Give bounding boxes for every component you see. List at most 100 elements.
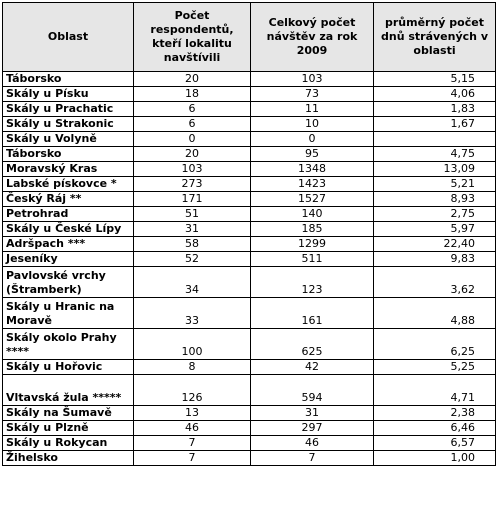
avg-days-cell: 4,06 xyxy=(373,86,496,102)
respondents-cell: 18 xyxy=(133,86,251,102)
visits-cell: 46 xyxy=(250,435,374,451)
table-row: Skály u Hořovic 8 42 5,25 xyxy=(2,359,496,375)
area-cell: Skály u Hranic na Moravě xyxy=(2,297,134,329)
avg-days-cell: 3,62 xyxy=(373,266,496,298)
area-cell: Skály u České Lípy xyxy=(2,221,134,237)
avg-days-cell: 8,93 xyxy=(373,191,496,207)
respondents-cell: 273 xyxy=(133,176,251,192)
avg-days-cell: 6,57 xyxy=(373,435,496,451)
area-cell: Český Ráj ** xyxy=(2,191,134,207)
header-avg-days: průměrný počet dnů strávených v oblasti xyxy=(373,2,496,72)
header-total-visits: Celkový počet návštěv za rok 2009 xyxy=(250,2,374,72)
table-row: Petrohrad 51 140 2,75 xyxy=(2,206,496,222)
table-row: Jeseníky 52 511 9,83 xyxy=(2,251,496,267)
respondents-cell: 6 xyxy=(133,101,251,117)
respondents-cell: 58 xyxy=(133,236,251,252)
avg-days-cell: 22,40 xyxy=(373,236,496,252)
area-cell: Skály na Šumavě xyxy=(2,405,134,421)
respondents-cell: 7 xyxy=(133,435,251,451)
respondents-cell: 7 xyxy=(133,450,251,466)
visits-cell: 7 xyxy=(250,450,374,466)
area-cell: Skály u Volyně xyxy=(2,131,134,147)
visits-cell: 625 xyxy=(250,328,374,360)
table-row: Skály u Prachatic 6 11 1,83 xyxy=(2,101,496,117)
respondents-cell: 8 xyxy=(133,359,251,375)
respondents-cell: 31 xyxy=(133,221,251,237)
area-cell: Skály u Strakonic xyxy=(2,116,134,132)
visits-cell: 161 xyxy=(250,297,374,329)
avg-days-cell: 5,21 xyxy=(373,176,496,192)
visits-cell: 1423 xyxy=(250,176,374,192)
avg-days-cell: 5,97 xyxy=(373,221,496,237)
area-cell: Adršpach *** xyxy=(2,236,134,252)
respondents-cell: 34 xyxy=(133,266,251,298)
respondents-cell: 0 xyxy=(133,131,251,147)
visits-cell: 11 xyxy=(250,101,374,117)
area-cell: Vltavská žula ***** xyxy=(2,374,134,406)
visits-cell: 140 xyxy=(250,206,374,222)
visits-cell: 297 xyxy=(250,420,374,436)
table-row: Skály u Hranic na Moravě 33 161 4,88 xyxy=(2,297,496,329)
avg-days-cell: 5,25 xyxy=(373,359,496,375)
avg-days-cell: 13,09 xyxy=(373,161,496,177)
visits-cell: 594 xyxy=(250,374,374,406)
avg-days-cell: 5,15 xyxy=(373,71,496,87)
table-row: Vltavská žula ***** 126 594 4,71 xyxy=(2,374,496,406)
avg-days-cell: 4,75 xyxy=(373,146,496,162)
visits-cell: 185 xyxy=(250,221,374,237)
table-row: Labské pískovce * 273 1423 5,21 xyxy=(2,176,496,192)
visits-table: Oblast Počet respondentů, kteří lokalitu… xyxy=(2,2,496,466)
area-cell: Petrohrad xyxy=(2,206,134,222)
area-cell: Žihelsko xyxy=(2,450,134,466)
table-row: Žihelsko 7 7 1,00 xyxy=(2,450,496,466)
avg-days-cell: 9,83 xyxy=(373,251,496,267)
avg-days-cell: 2,38 xyxy=(373,405,496,421)
respondents-cell: 52 xyxy=(133,251,251,267)
area-cell: Moravský Kras xyxy=(2,161,134,177)
visits-cell: 73 xyxy=(250,86,374,102)
table-row: Skály u Volyně 0 0 xyxy=(2,131,496,147)
avg-days-cell: 1,83 xyxy=(373,101,496,117)
respondents-cell: 126 xyxy=(133,374,251,406)
table-row: Skály okolo Prahy **** 100 625 6,25 xyxy=(2,328,496,360)
avg-days-cell: 4,71 xyxy=(373,374,496,406)
avg-days-cell: 6,46 xyxy=(373,420,496,436)
table-row: Táborsko 20 103 5,15 xyxy=(2,71,496,87)
area-cell: Skály okolo Prahy **** xyxy=(2,328,134,360)
visits-cell: 1527 xyxy=(250,191,374,207)
visits-cell: 123 xyxy=(250,266,374,298)
area-cell: Skály u Rokycan xyxy=(2,435,134,451)
table-row: Skály u Strakonic 6 10 1,67 xyxy=(2,116,496,132)
table-row: Adršpach *** 58 1299 22,40 xyxy=(2,236,496,252)
table-row: Moravský Kras 103 1348 13,09 xyxy=(2,161,496,177)
avg-days-cell xyxy=(373,131,496,147)
avg-days-cell: 2,75 xyxy=(373,206,496,222)
area-cell: Pavlovské vrchy (Štramberk) xyxy=(2,266,134,298)
area-cell: Skály u Prachatic xyxy=(2,101,134,117)
respondents-cell: 20 xyxy=(133,146,251,162)
respondents-cell: 6 xyxy=(133,116,251,132)
header-area: Oblast xyxy=(2,2,134,72)
area-cell: Skály u Hořovic xyxy=(2,359,134,375)
respondents-cell: 171 xyxy=(133,191,251,207)
respondents-cell: 20 xyxy=(133,71,251,87)
visits-cell: 511 xyxy=(250,251,374,267)
table-row: Táborsko 20 95 4,75 xyxy=(2,146,496,162)
table-row: Skály na Šumavě 13 31 2,38 xyxy=(2,405,496,421)
respondents-cell: 51 xyxy=(133,206,251,222)
avg-days-cell: 1,67 xyxy=(373,116,496,132)
visits-cell: 42 xyxy=(250,359,374,375)
visits-cell: 103 xyxy=(250,71,374,87)
respondents-cell: 103 xyxy=(133,161,251,177)
avg-days-cell: 6,25 xyxy=(373,328,496,360)
respondents-cell: 13 xyxy=(133,405,251,421)
table-body: Táborsko 20 103 5,15 Skály u Písku 18 73 4,06 Sk… xyxy=(2,71,496,466)
visits-cell: 0 xyxy=(250,131,374,147)
visits-cell: 10 xyxy=(250,116,374,132)
respondents-cell: 100 xyxy=(133,328,251,360)
table-row: Skály u Plzně 46 297 6,46 xyxy=(2,420,496,436)
area-cell: Labské pískovce * xyxy=(2,176,134,192)
visits-cell: 1299 xyxy=(250,236,374,252)
visits-cell: 31 xyxy=(250,405,374,421)
header-row: Oblast Počet respondentů, kteří lokalitu… xyxy=(2,2,496,72)
